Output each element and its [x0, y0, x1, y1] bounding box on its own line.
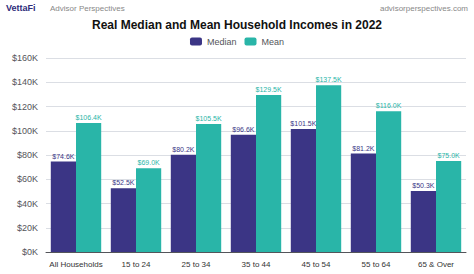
svg-text:45 to 54: 45 to 54 — [302, 260, 331, 269]
svg-text:Advisor Perspectives: Advisor Perspectives — [50, 4, 125, 13]
svg-text:$160K: $160K — [12, 53, 38, 63]
svg-text:$80.2K: $80.2K — [172, 146, 195, 153]
svg-text:$106.4K: $106.4K — [76, 114, 102, 121]
svg-text:$137.5K: $137.5K — [316, 76, 342, 83]
svg-text:$75.0K: $75.0K — [438, 152, 461, 159]
svg-text:$105.5K: $105.5K — [196, 115, 222, 122]
svg-text:advisorperspectives.com: advisorperspectives.com — [380, 4, 468, 13]
svg-text:35 to 44: 35 to 44 — [242, 260, 271, 269]
svg-text:$0K: $0K — [22, 247, 38, 257]
svg-text:Real Median and Mean Household: Real Median and Mean Household Incomes i… — [92, 18, 382, 32]
svg-text:$100K: $100K — [12, 126, 38, 136]
svg-text:$129.5K: $129.5K — [256, 86, 282, 93]
svg-text:25 to 34: 25 to 34 — [182, 260, 211, 269]
svg-text:$140K: $140K — [12, 77, 38, 87]
svg-text:$80K: $80K — [17, 150, 38, 160]
svg-text:All Households: All Households — [49, 260, 102, 269]
svg-text:55 to 64: 55 to 64 — [362, 260, 391, 269]
svg-text:VettaFi: VettaFi — [6, 3, 36, 13]
svg-text:$50.3K: $50.3K — [412, 182, 435, 189]
svg-text:$120K: $120K — [12, 102, 38, 112]
svg-text:$96.6K: $96.6K — [232, 126, 255, 133]
svg-text:$74.6K: $74.6K — [52, 153, 75, 160]
svg-text:$40K: $40K — [17, 199, 38, 209]
svg-text:$52.5K: $52.5K — [112, 179, 135, 186]
svg-text:Mean: Mean — [262, 37, 285, 47]
svg-text:$81.2K: $81.2K — [352, 145, 375, 152]
svg-text:$60K: $60K — [17, 174, 38, 184]
svg-text:65 & Over: 65 & Over — [418, 260, 454, 269]
svg-text:$101.5K: $101.5K — [290, 120, 316, 127]
svg-text:$116.0K: $116.0K — [376, 102, 402, 109]
svg-text:$69.0K: $69.0K — [138, 159, 161, 166]
svg-text:15 to 24: 15 to 24 — [122, 260, 151, 269]
svg-text:$20K: $20K — [17, 223, 38, 233]
svg-text:Median: Median — [207, 37, 237, 47]
